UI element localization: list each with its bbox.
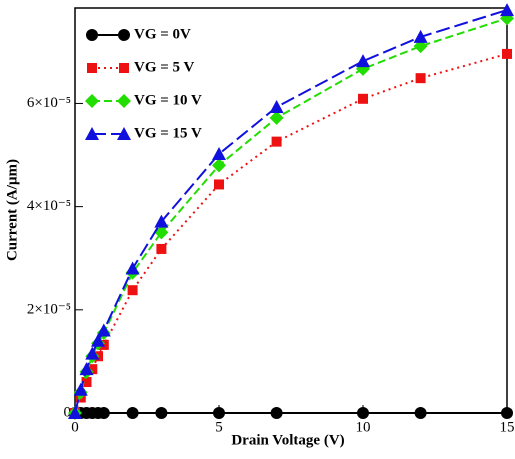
- marker: [127, 285, 138, 296]
- marker: [269, 110, 284, 125]
- marker: [154, 214, 169, 228]
- x-tick-label: 15: [500, 419, 515, 435]
- marker: [73, 382, 88, 396]
- marker: [414, 407, 427, 419]
- marker: [415, 73, 426, 84]
- marker: [79, 362, 94, 376]
- marker: [96, 323, 111, 337]
- x-tick-label: 5: [215, 419, 223, 435]
- y-tick-label: 2×10⁻⁵: [27, 301, 71, 317]
- marker: [91, 333, 106, 347]
- marker: [502, 48, 512, 59]
- x-tick-label: 0: [71, 419, 79, 435]
- marker: [413, 29, 428, 43]
- marker: [81, 377, 92, 388]
- y-tick-label: 0: [64, 404, 72, 420]
- marker: [126, 407, 139, 419]
- legend-marker: [87, 63, 97, 73]
- marker: [358, 93, 368, 104]
- legend-marker: [85, 94, 99, 108]
- marker: [214, 179, 224, 190]
- marker: [270, 407, 283, 419]
- marker: [500, 3, 514, 17]
- marker: [500, 11, 514, 26]
- marker: [87, 364, 98, 375]
- marker: [213, 407, 225, 419]
- marker: [212, 147, 226, 161]
- legend-label: VG = 15 V: [134, 125, 202, 141]
- marker: [156, 243, 167, 254]
- marker: [271, 136, 282, 147]
- legend-label: VG = 0V: [134, 26, 191, 42]
- marker: [85, 346, 100, 360]
- legend-label: VG = 5 V: [134, 59, 195, 75]
- marker: [501, 407, 513, 419]
- x-tick-label: 10: [356, 419, 371, 435]
- y-axis-label: Current (A/µm): [4, 159, 20, 261]
- legend-label: VG = 10 V: [134, 92, 202, 108]
- marker: [97, 407, 110, 419]
- marker: [212, 158, 226, 173]
- marker: [269, 100, 284, 114]
- legend-marker: [117, 94, 131, 108]
- legend-marker: [118, 29, 130, 41]
- marker: [357, 407, 369, 419]
- legend-marker: [85, 127, 99, 140]
- marker: [68, 406, 82, 419]
- marker: [125, 261, 140, 275]
- x-axis-label: Drain Voltage (V): [231, 432, 344, 448]
- y-tick-label: 4×10⁻⁵: [27, 198, 71, 214]
- marker: [155, 407, 168, 419]
- legend-marker: [119, 63, 129, 73]
- y-tick-label: 6×10⁻⁵: [27, 95, 71, 111]
- marker: [356, 54, 370, 68]
- legend-marker: [117, 127, 131, 140]
- legend-marker: [86, 29, 98, 41]
